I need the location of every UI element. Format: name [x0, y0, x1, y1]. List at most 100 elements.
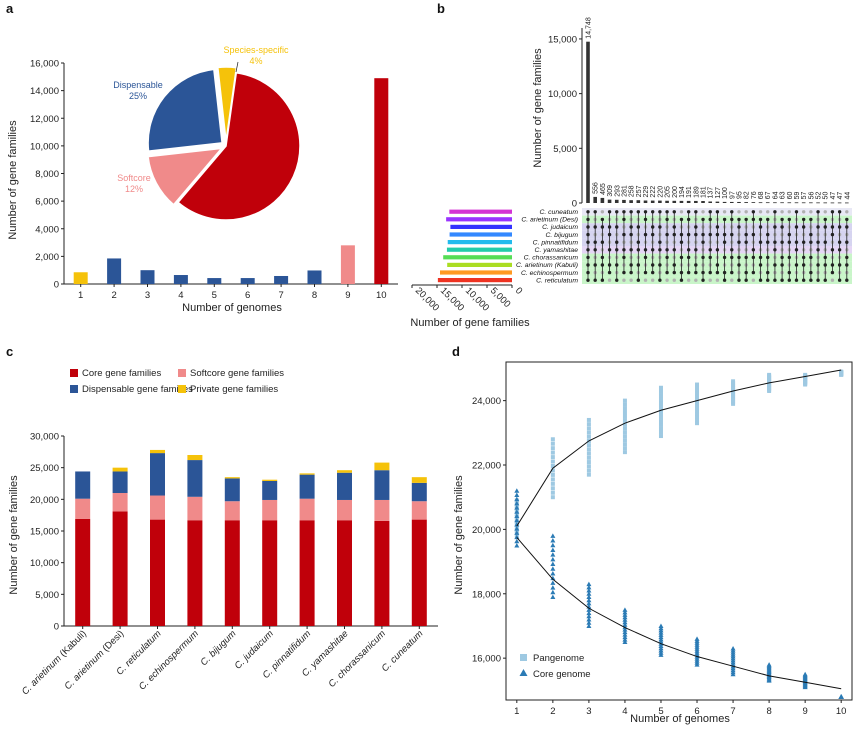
d-point-pangenome	[658, 422, 663, 427]
pie-slice-dispensable	[147, 68, 223, 152]
b-set-tick-label: 10,000	[463, 285, 491, 313]
c-xtick-label: C. bijugum	[199, 628, 239, 668]
c-bar-segment	[112, 493, 128, 512]
c-legend-swatch	[178, 369, 186, 377]
d-point-core	[622, 639, 628, 645]
d-point-core	[586, 617, 592, 622]
d-point-pangenome	[695, 382, 700, 387]
d-legend-swatch-core	[519, 669, 528, 676]
c-legend-label: Softcore gene families	[190, 368, 284, 379]
a-bar-5	[207, 278, 222, 284]
d-point-pangenome	[550, 455, 555, 460]
d-point-core	[622, 632, 628, 637]
b-bar-label: 309	[607, 185, 614, 197]
panel-label-b: b	[437, 1, 445, 16]
c-legend-swatch	[70, 385, 78, 393]
b-bar	[751, 202, 756, 203]
c-bar-segment	[262, 499, 278, 521]
b-bar	[729, 201, 734, 203]
d-xtick-label: 3	[586, 706, 591, 717]
b-bar	[686, 200, 691, 203]
d-point-pangenome	[586, 468, 591, 473]
d-point-pangenome	[550, 459, 555, 464]
b-matrix-dot	[722, 210, 727, 214]
d-point-core	[550, 556, 556, 562]
b-ytick-label: 5,000	[553, 144, 577, 155]
d-point-pangenome	[695, 409, 700, 414]
d-point-core	[622, 627, 628, 632]
b-bar	[636, 200, 641, 203]
c-ytick-label: 0	[54, 622, 59, 633]
b-set-name: C. chorassanicum	[524, 255, 579, 262]
pie-label-species-specific: Species-specific	[223, 45, 289, 55]
d-point-pangenome	[586, 417, 591, 422]
b-matrix-dot	[730, 278, 734, 282]
d-point-pangenome	[550, 481, 555, 486]
d-point-pangenome	[586, 464, 591, 469]
b-bar-label: 82	[744, 191, 751, 199]
b-bar-label: 181	[701, 186, 708, 198]
pie-slice-species-specific	[216, 66, 238, 142]
d-point-pangenome	[695, 397, 700, 402]
c-ytick-label: 15,000	[30, 527, 59, 538]
d-point-pangenome	[550, 464, 555, 468]
d-point-pangenome	[658, 434, 663, 439]
d-point-core	[622, 634, 628, 640]
d-point-core	[658, 623, 664, 628]
b-set-tick-label: 15,000	[438, 285, 466, 313]
c-bar-segment	[75, 471, 91, 499]
d-point-pangenome	[622, 442, 627, 447]
a-xtick-label: 5	[212, 290, 217, 301]
b-bar-label: 220	[657, 186, 664, 198]
b-bar-label: 258	[629, 185, 636, 197]
d-point-pangenome	[695, 385, 700, 390]
b-bar-label: 47	[837, 192, 844, 200]
b-bar	[809, 202, 813, 204]
d-point-pangenome	[658, 415, 663, 420]
d-point-core	[514, 513, 520, 519]
b-bar	[816, 202, 820, 204]
b-bar	[658, 200, 662, 203]
d-xtick-label: 9	[802, 706, 807, 717]
pie-pct-core: 59%	[301, 183, 319, 193]
b-bar	[643, 200, 648, 203]
d-point-core	[550, 538, 556, 543]
d-point-core	[622, 637, 628, 642]
b-set-bar	[443, 255, 512, 260]
a-xtick-label: 8	[312, 290, 317, 301]
d-xlabel: Number of genomes	[630, 713, 730, 725]
b-set-bar	[440, 270, 512, 275]
d-xtick-label: 7	[730, 706, 735, 717]
b-bar	[650, 200, 655, 203]
b-set-bar	[446, 217, 512, 222]
d-point-pangenome	[550, 450, 555, 455]
a-xtick-label: 10	[376, 290, 387, 301]
c-bar-segment	[374, 462, 390, 471]
d-point-core	[586, 610, 592, 616]
pie-pct-species-specific: 4%	[249, 56, 262, 66]
d-point-core	[550, 570, 556, 576]
b-bar	[679, 200, 684, 203]
d-ytick-label: 24,000	[472, 396, 501, 407]
b-matrix-dot	[823, 210, 827, 214]
d-point-core	[514, 505, 520, 510]
d-point-pangenome	[622, 450, 627, 455]
d-point-pangenome	[695, 412, 700, 417]
b-matrix-dot	[607, 278, 612, 282]
b-bar-label: 44	[844, 192, 851, 200]
d-point-pangenome	[550, 437, 555, 442]
d-point-pangenome	[550, 472, 555, 477]
b-bar-label: 257	[636, 185, 643, 197]
d-point-pangenome	[695, 388, 700, 393]
c-legend-label: Core gene families	[82, 368, 161, 379]
c-bar-segment	[187, 520, 203, 626]
d-point-core	[622, 622, 628, 627]
d-point-core	[550, 547, 556, 552]
a-bar-8	[307, 270, 322, 284]
c-bar-segment	[299, 520, 315, 626]
d-point-pangenome	[550, 495, 555, 500]
panel-d: 1 2 3 4 5 6 7 8 9 10 16,000 18,000 20,000 22,000 24,00…	[453, 361, 853, 725]
c-bar-segment	[374, 499, 390, 521]
a-ytick-label: 14,000	[30, 86, 59, 97]
